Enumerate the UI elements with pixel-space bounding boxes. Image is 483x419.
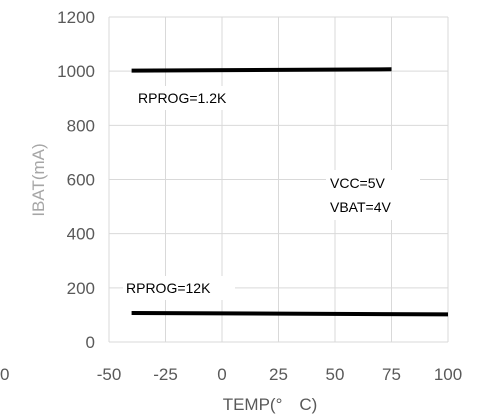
x-tick-label: 75: [382, 365, 401, 384]
y-tick-label: 200: [67, 279, 95, 298]
y-axis-title: IBAT(mA): [29, 143, 48, 216]
x-tick-label: 50: [326, 365, 345, 384]
y-tick-label: 600: [67, 171, 95, 190]
x-axis-title: TEMP(° C): [223, 395, 318, 414]
y-tick-labels: 0 200 400 600 800 1000 1200: [57, 8, 95, 352]
y-tick-label: 800: [67, 116, 95, 135]
series-lines: [131, 67, 449, 317]
stray-zero-label: 0: [0, 365, 9, 384]
label-bg-rprog-12k: [123, 276, 235, 300]
y-tick-label: 1200: [57, 8, 95, 27]
x-tick-label: -50: [97, 365, 122, 384]
annotation-vbat: VBAT=4V: [330, 199, 391, 215]
x-tick-label: 25: [269, 365, 288, 384]
series-line-0: [131, 67, 392, 73]
y-tick-label: 400: [67, 225, 95, 244]
label-rprog-12k: RPROG=12K: [126, 280, 211, 296]
label-bg-rprog-1-2k: [135, 86, 257, 110]
series-line-1: [131, 311, 449, 317]
x-tick-label: 0: [217, 365, 226, 384]
x-tick-label: 100: [434, 365, 462, 384]
label-rprog-1-2k: RPROG=1.2K: [138, 90, 227, 106]
label-bg-conditions: [326, 170, 420, 220]
y-tick-label: 0: [86, 333, 95, 352]
annotation-vcc: VCC=5V: [330, 175, 386, 191]
x-tick-label: -25: [153, 365, 178, 384]
y-tick-label: 1000: [57, 62, 95, 81]
x-tick-labels: -50 -25 0 25 50 75 100: [97, 365, 462, 384]
